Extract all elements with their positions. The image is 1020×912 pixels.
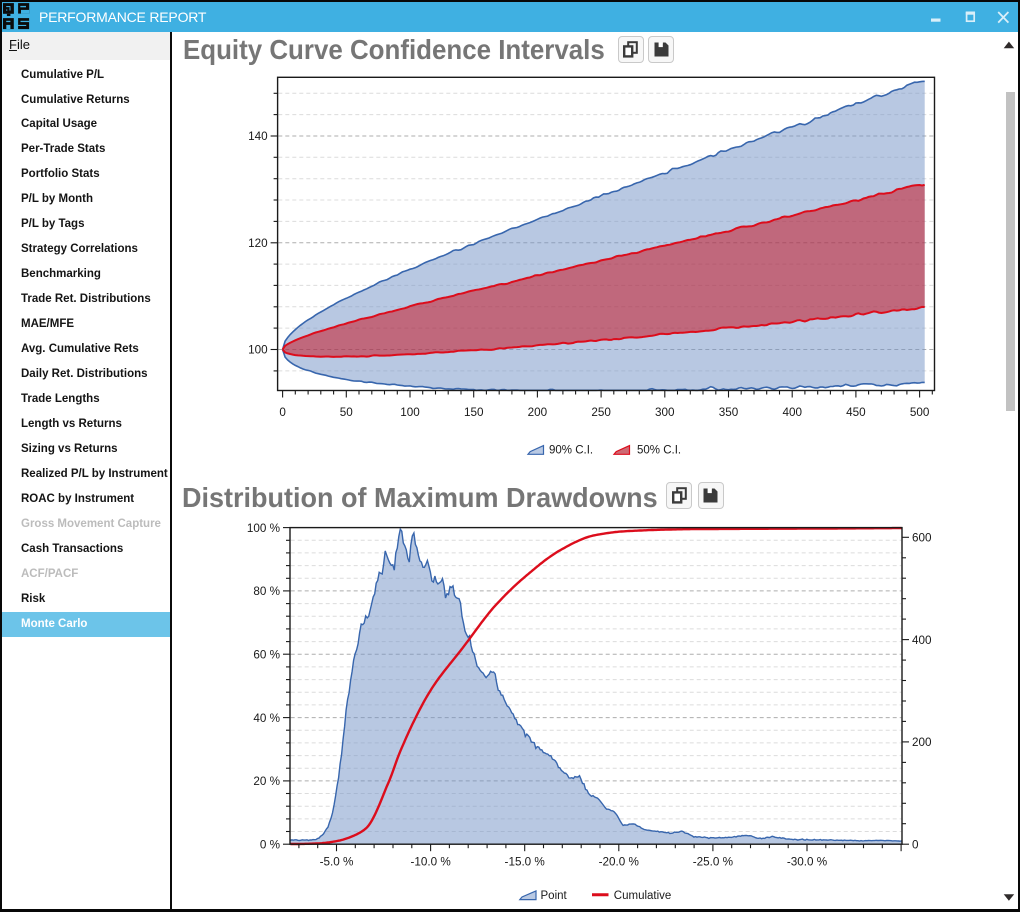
svg-text:40 %: 40 % [253,712,280,725]
svg-text:60 %: 60 % [253,648,280,661]
svg-text:250: 250 [591,406,611,419]
svg-text:100: 100 [248,344,268,357]
svg-text:-5.0 %: -5.0 % [320,855,354,868]
svg-text:0: 0 [912,838,919,851]
svg-text:Cumulative: Cumulative [614,890,672,902]
svg-text:0 %: 0 % [260,838,280,851]
svg-text:0: 0 [279,406,286,419]
svg-text:300: 300 [655,406,675,419]
svg-text:350: 350 [719,406,739,419]
svg-text:-20.0 %: -20.0 % [599,855,639,868]
svg-text:50: 50 [340,406,354,419]
svg-text:150: 150 [464,406,484,419]
svg-text:90% C.I.: 90% C.I. [549,444,593,456]
svg-text:400: 400 [912,634,932,647]
svg-text:-30.0 %: -30.0 % [787,855,827,868]
svg-text:-15.0 %: -15.0 % [505,855,545,868]
svg-text:20 %: 20 % [253,775,280,788]
svg-text:200: 200 [912,736,932,749]
svg-text:400: 400 [782,406,802,419]
svg-text:600: 600 [912,532,932,545]
svg-text:500: 500 [910,406,930,419]
svg-text:Point: Point [541,890,568,902]
svg-text:100 %: 100 % [247,522,280,535]
svg-text:-25.0 %: -25.0 % [693,855,733,868]
svg-text:200: 200 [528,406,548,419]
svg-text:140: 140 [248,130,268,143]
svg-text:80 %: 80 % [253,585,280,598]
svg-text:100: 100 [400,406,420,419]
svg-text:-10.0 %: -10.0 % [410,855,450,868]
svg-text:450: 450 [846,406,866,419]
svg-text:120: 120 [248,237,268,250]
svg-text:50% C.I.: 50% C.I. [637,444,681,456]
